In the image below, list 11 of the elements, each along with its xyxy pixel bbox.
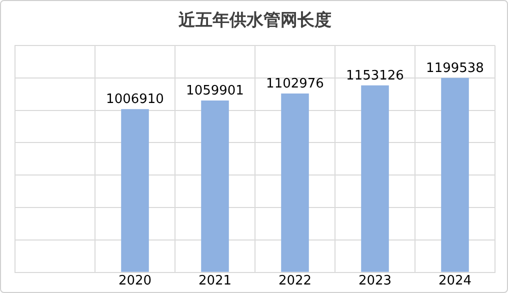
- data-label: 1059901: [186, 83, 244, 98]
- x-tick-label: 2024: [438, 274, 472, 289]
- data-label: 1153126: [346, 68, 404, 84]
- x-tick-label: 2022: [278, 274, 312, 289]
- x-tick-label: 2020: [118, 274, 152, 289]
- chart-title: 近五年供水管网长度: [178, 10, 332, 31]
- x-tick-label: 2021: [198, 274, 232, 289]
- x-tick-label: 2023: [358, 274, 392, 289]
- data-label: 1199538: [426, 60, 484, 76]
- data-label: 1006910: [106, 92, 164, 108]
- data-label: 1102976: [266, 76, 324, 92]
